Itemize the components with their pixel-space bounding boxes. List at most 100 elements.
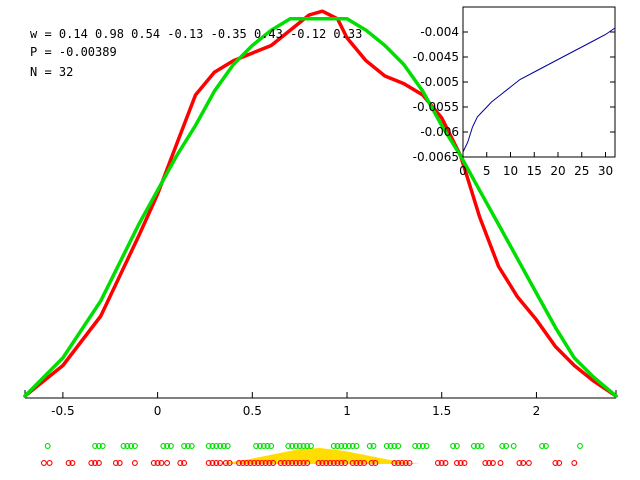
red-sample-point: [353, 460, 360, 466]
green-sample-point: [253, 443, 260, 449]
green-sample-point: [542, 443, 549, 449]
red-sample-point: [65, 460, 72, 466]
green-sample-point: [220, 443, 227, 449]
inset-y-tick-label: -0.006: [420, 125, 459, 139]
main-x-tick-label: -0.5: [51, 404, 74, 418]
inset-blue-line: [462, 27, 616, 153]
green-sample-point: [342, 443, 349, 449]
red-sample-point: [222, 460, 229, 466]
green-sample-point: [412, 443, 419, 449]
red-sample-point: [315, 460, 322, 466]
green-sample-point: [213, 443, 220, 449]
red-sample-point: [243, 460, 250, 466]
inset-x-tick-label: 5: [483, 164, 491, 178]
red-sample-point: [217, 460, 224, 466]
red-sample-point: [330, 460, 337, 466]
green-sample-point: [503, 443, 510, 449]
green-sample-point: [124, 443, 131, 449]
red-sample-point: [92, 460, 99, 466]
red-sample-point: [304, 460, 311, 466]
green-sample-point: [120, 443, 127, 449]
density-fill: [215, 448, 420, 464]
main-x-ticks: -0.5 0 0.5 1 1.5 2: [51, 392, 540, 418]
green-sample-point: [160, 443, 167, 449]
inset-x-tick-label: 30: [598, 164, 613, 178]
red-sample-point: [285, 460, 292, 466]
red-sample-point: [154, 460, 161, 466]
red-sample-point: [177, 460, 184, 466]
green-sample-point: [95, 443, 102, 449]
red-sample-point: [372, 460, 379, 466]
green-sample-point: [292, 443, 299, 449]
red-sample-point: [270, 460, 277, 466]
inset-x-tick-label: 20: [550, 164, 565, 178]
green-sample-point: [164, 443, 171, 449]
inset-y-tick-label: -0.005: [420, 75, 459, 89]
inset-y-tick-label: -0.0065: [413, 150, 459, 164]
red-sample-point: [486, 460, 493, 466]
red-sample-point: [361, 460, 368, 466]
inset-x-tick-label: 0: [459, 164, 467, 178]
green-sample-point: [370, 443, 377, 449]
red-sample-point: [489, 460, 496, 466]
green-sample-point: [44, 443, 51, 449]
red-sample-point: [406, 460, 413, 466]
red-sample-point: [277, 460, 284, 466]
green-sample-point: [510, 443, 517, 449]
red-sample-point: [116, 460, 123, 466]
green-sample-point: [416, 443, 422, 449]
green-sample-point: [224, 443, 231, 449]
inset-y-tick-label: -0.004: [420, 25, 459, 39]
green-sample-point: [395, 443, 402, 449]
green-sample-point: [308, 443, 314, 449]
red-sample-point: [327, 460, 333, 466]
red-sample-point: [251, 460, 258, 466]
green-sample-point: [450, 443, 457, 449]
red-sample-point: [213, 460, 220, 466]
green-sample-point: [256, 443, 263, 449]
main-x-tick-label: 2: [533, 404, 541, 418]
inset-plot: [462, 6, 616, 158]
green-sample-point: [268, 443, 275, 449]
green-sample-point: [304, 443, 311, 449]
red-sample-point: [334, 460, 341, 466]
red-sample-point: [391, 460, 398, 466]
green-sample-point: [181, 443, 188, 449]
main-x-tick-label: 1: [343, 404, 351, 418]
green-sample-point: [345, 443, 352, 449]
green-sample-point: [300, 443, 307, 449]
green-sample-point: [470, 443, 477, 449]
red-sample-point: [236, 460, 242, 466]
red-sample-point: [516, 460, 523, 466]
red-sample-point: [205, 460, 212, 466]
red-sample-point: [442, 460, 449, 466]
red-sample-point: [300, 460, 307, 466]
red-sample-point: [520, 460, 527, 466]
red-sample-point: [131, 460, 138, 466]
green-sample-point: [366, 443, 373, 449]
red-sample-point: [395, 460, 402, 466]
green-sample-point: [167, 443, 174, 449]
green-sample-point: [188, 443, 195, 449]
main-x-tick-label: 0: [154, 404, 162, 418]
red-sample-point: [255, 460, 261, 466]
red-sample-point: [368, 460, 375, 466]
red-sample-point: [461, 460, 468, 466]
inset-x-tick-label: 10: [503, 164, 518, 178]
weights-line: w = 0.14 0.98 0.54 -0.13 -0.35 0.43 -0.1…: [30, 27, 363, 41]
green-sample-point: [285, 443, 292, 449]
red-sample-point: [323, 460, 330, 466]
red-sample-point: [46, 460, 53, 466]
n-value-line: N = 32: [30, 65, 74, 79]
red-sample-point: [556, 460, 563, 466]
red-sample-point: [247, 460, 254, 466]
main-x-tick-label: 0.5: [243, 404, 262, 418]
red-sample-point: [292, 460, 299, 466]
red-sample-point: [338, 460, 345, 466]
p-value-line: P = -0.00389: [30, 45, 117, 59]
green-sample-point: [478, 443, 485, 449]
green-sample-point: [338, 443, 345, 449]
green-sample-point: [474, 443, 481, 449]
red-sample-point: [319, 460, 326, 466]
